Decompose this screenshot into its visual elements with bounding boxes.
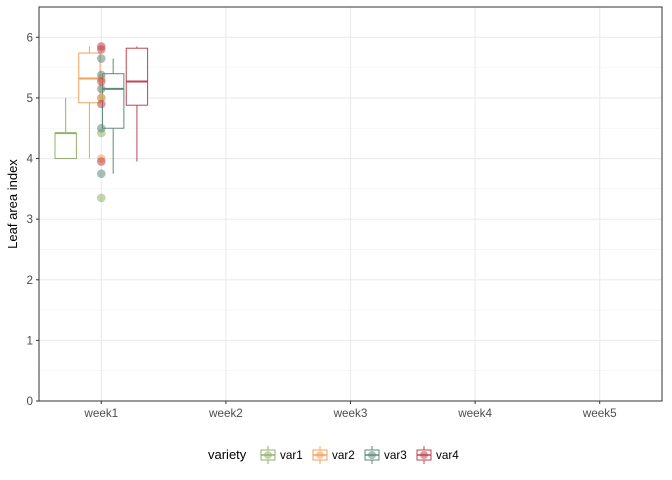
x-tick-label: week5: [582, 407, 617, 420]
point-var3: [97, 123, 106, 133]
point-var4: [97, 45, 106, 54]
y-tick-label: 1: [26, 334, 33, 347]
legend-item-var3: var3: [364, 446, 407, 464]
legend-key-point: [368, 451, 376, 459]
legend: variety var1 var2 var3 var4: [208, 446, 459, 464]
legend-item-var2: var2: [312, 446, 355, 464]
legend-key-point: [316, 451, 324, 459]
legend-key-point: [264, 451, 272, 459]
x-tick-label: week2: [208, 407, 243, 420]
point-var4: [97, 157, 106, 166]
y-tick-label: 2: [26, 274, 33, 287]
point-var3: [97, 70, 106, 80]
y-tick-label: 3: [26, 213, 33, 226]
box-var3: [101, 73, 125, 129]
y-tick-label: 4: [26, 153, 33, 166]
x-tick-label: week1: [83, 407, 118, 420]
x-tick-label: week3: [333, 407, 368, 420]
point-var2: [97, 93, 106, 103]
point-var1: [97, 193, 106, 203]
y-axis: 0 1 2 3 4 5 6: [26, 31, 39, 408]
box-var4: [125, 47, 149, 106]
legend-item-var1: var1: [260, 446, 303, 464]
legend-title: variety: [208, 447, 247, 462]
gridlines: [39, 6, 662, 402]
point-var3: [97, 84, 106, 94]
legend-label: var4: [436, 449, 459, 462]
legend-label: var1: [280, 449, 303, 462]
point-var4: [97, 99, 106, 109]
point-var3: [97, 169, 106, 178]
y-tick-label: 0: [26, 395, 33, 408]
boxplots: [54, 46, 149, 174]
jitter-points: [97, 42, 106, 203]
legend-key-point: [420, 451, 428, 459]
legend-label: var2: [332, 449, 355, 462]
y-tick-label: 6: [26, 31, 33, 44]
box-var1: [54, 132, 77, 160]
point-var3: [97, 54, 106, 63]
legend-item-var4: var4: [416, 446, 459, 464]
point-var4: [97, 77, 106, 86]
y-tick-label: 5: [26, 92, 33, 105]
y-axis-title: Leaf area index: [5, 159, 20, 249]
x-axis: week1 week2 week3 week4 week5: [83, 401, 617, 420]
legend-label: var3: [384, 449, 407, 462]
x-tick-label: week4: [457, 407, 492, 420]
